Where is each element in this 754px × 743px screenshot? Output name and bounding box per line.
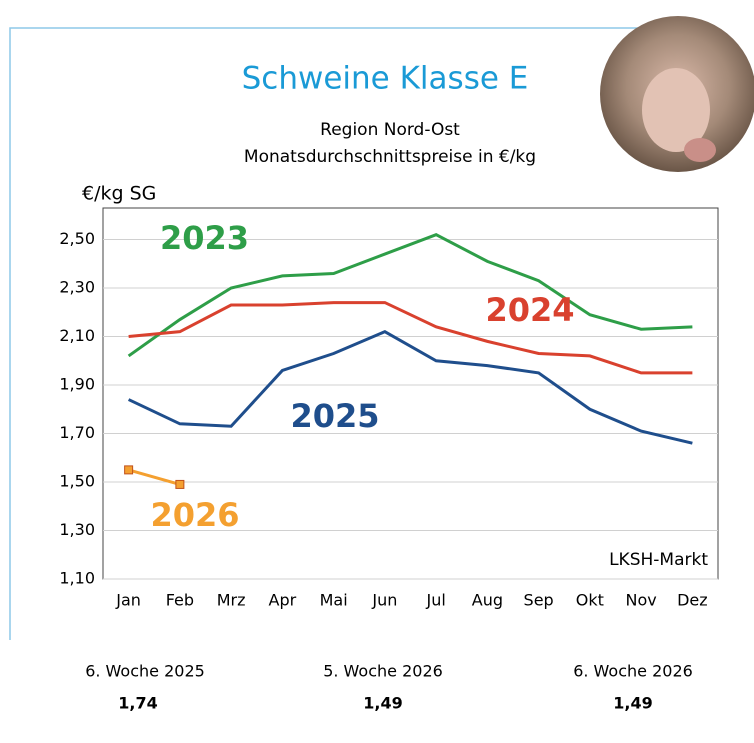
y-tick-label: 1,50 [59,472,95,491]
summary-value: 1,49 [613,694,652,713]
x-tick-label: Mrz [217,591,246,610]
y-tick-label: 1,90 [59,375,95,394]
point-marker [125,466,133,474]
x-tick-label: Aug [472,591,503,610]
x-tick-label: Sep [524,591,554,610]
chart: Schweine Klasse E Region Nord-Ost Monats… [0,0,754,739]
subtitle: Monatsdurchschnittspreise in €/kg [244,147,536,167]
y-tick-label: 1,70 [59,423,95,442]
x-tick-label: Apr [269,591,297,610]
x-tick-label: Okt [576,591,604,610]
summary-label: 6. Woche 2025 [85,662,205,681]
summary-value: 1,74 [118,694,157,713]
x-tick-label: Jun [371,591,397,610]
point-marker [176,480,184,488]
y-tick-label: 1,30 [59,520,95,539]
x-tick-label: Nov [626,591,657,610]
x-tick-label: Jul [425,591,445,610]
x-tick-label: Feb [166,591,194,610]
y-tick-label: 2,30 [59,278,95,297]
chart-title: Schweine Klasse E [242,61,529,97]
series-label: 2026 [150,496,239,534]
y-tick-label: 2,10 [59,326,95,345]
x-tick-label: Jan [115,591,141,610]
pig-snout [684,138,716,162]
series-label: 2023 [160,219,249,257]
annotation: LKSH-Markt [609,550,708,570]
x-tick-label: Mai [320,591,348,610]
series-label: 2024 [485,291,574,329]
series-label: 2025 [290,397,379,435]
y-tick-label: 1,10 [59,569,95,588]
series-line [129,332,693,444]
summary-label: 5. Woche 2026 [323,662,443,681]
y-axis-label: €/kg SG [82,183,156,205]
y-tick-label: 2,50 [59,229,95,248]
x-tick-label: Dez [677,591,708,610]
summary-value: 1,49 [363,694,402,713]
subtitle: Region Nord-Ost [320,120,460,140]
series-line [129,303,693,373]
summary-label: 6. Woche 2026 [573,662,693,681]
